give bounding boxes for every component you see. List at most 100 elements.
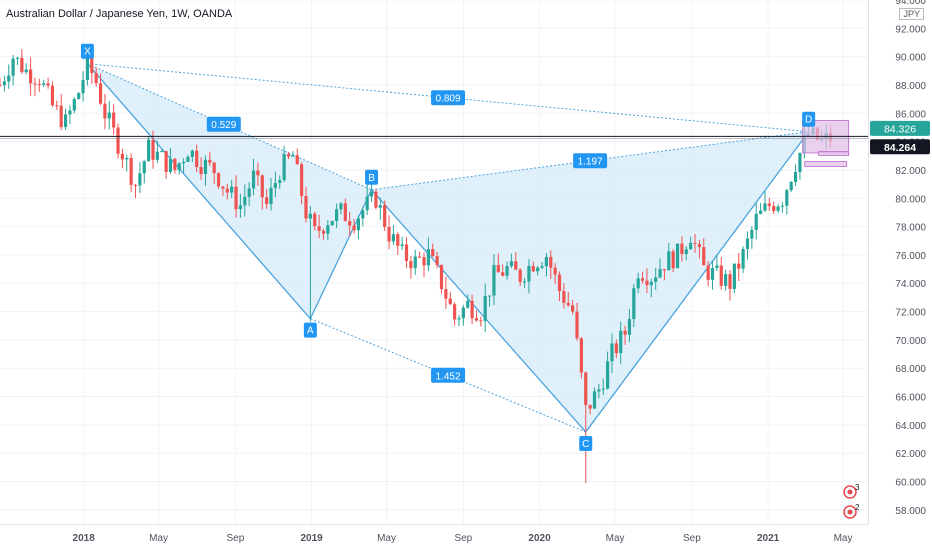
candle-body bbox=[59, 105, 63, 128]
candle-body bbox=[540, 266, 544, 268]
candle-body bbox=[343, 203, 347, 222]
candle-body bbox=[671, 251, 675, 269]
candle-body bbox=[20, 57, 24, 73]
candle-body bbox=[426, 249, 430, 266]
pattern-point-marker bbox=[365, 169, 379, 185]
candle-body bbox=[28, 69, 33, 84]
candle-body bbox=[391, 234, 396, 242]
candle-body bbox=[81, 79, 85, 94]
candle-body bbox=[619, 330, 623, 354]
candle-body bbox=[387, 226, 391, 242]
pattern-point-c: C bbox=[579, 435, 593, 451]
time-tick-label: May bbox=[606, 533, 625, 544]
price-tick-label: 92.000 bbox=[895, 24, 926, 35]
candle-body bbox=[496, 264, 500, 273]
candle-body bbox=[514, 261, 518, 270]
pattern-fill bbox=[87, 63, 372, 319]
candle-body bbox=[282, 154, 286, 181]
candle-body bbox=[77, 93, 81, 99]
candle-body bbox=[627, 319, 632, 335]
candle-body bbox=[269, 187, 273, 205]
candle-body bbox=[741, 249, 745, 269]
price-tick-label: 68.000 bbox=[895, 364, 926, 375]
candle-body bbox=[374, 191, 378, 208]
candle-body bbox=[780, 205, 785, 207]
candle-body bbox=[308, 213, 312, 219]
candle-body bbox=[470, 300, 474, 319]
candle-body bbox=[181, 161, 186, 164]
time-tick-label: Sep bbox=[454, 533, 472, 544]
candle-body bbox=[750, 229, 754, 239]
time-tick-label: 2021 bbox=[757, 533, 780, 544]
time-tick-label: May bbox=[377, 533, 396, 544]
candle-body bbox=[155, 151, 159, 160]
alt-price-bg bbox=[870, 120, 930, 136]
candle-body bbox=[103, 103, 107, 119]
candle-body bbox=[63, 114, 68, 128]
candle-body bbox=[418, 256, 422, 258]
pattern-point-marker bbox=[303, 322, 317, 338]
candle-body bbox=[492, 264, 496, 296]
candle-body bbox=[300, 164, 304, 197]
time-tick-label: Sep bbox=[683, 533, 701, 544]
price-axis-bg bbox=[868, 0, 932, 550]
candle-body bbox=[610, 343, 614, 362]
price-axis: 58.000 60.000 62.000 64.000 66.000 68.000 70.0… bbox=[868, 0, 932, 550]
ratio-label: 0.809 bbox=[431, 90, 466, 106]
candle-body bbox=[649, 281, 653, 286]
candle-body bbox=[225, 188, 229, 193]
candle-body bbox=[439, 265, 444, 290]
candle-body bbox=[710, 267, 715, 280]
candle-body bbox=[566, 302, 570, 306]
candle-body bbox=[273, 183, 277, 188]
candle-body bbox=[466, 300, 470, 308]
candle-body bbox=[645, 280, 649, 286]
pattern-point-label: D bbox=[805, 115, 812, 126]
candle-body bbox=[265, 197, 269, 205]
candle-body bbox=[754, 213, 758, 230]
candle-body bbox=[216, 173, 221, 187]
candle-body bbox=[396, 234, 400, 246]
candle-body bbox=[693, 242, 697, 245]
time-tick-label: May bbox=[149, 533, 168, 544]
price-tick-label: 60.000 bbox=[895, 478, 926, 489]
price-tick-label: 74.000 bbox=[895, 279, 926, 290]
candle-body bbox=[413, 256, 417, 269]
candle-body bbox=[11, 58, 15, 76]
candle-body bbox=[304, 196, 308, 219]
pattern-point-b: B bbox=[365, 169, 379, 185]
candle-body bbox=[675, 243, 680, 269]
candle-body bbox=[431, 249, 435, 257]
price-tick-label: 64.000 bbox=[895, 421, 926, 432]
candle-body bbox=[326, 225, 330, 234]
candle-body bbox=[667, 251, 671, 271]
pattern-ratio-labels: 0.529 0.809 1.197 1.452 bbox=[206, 90, 608, 383]
pattern-fill bbox=[371, 131, 809, 432]
candle-body bbox=[98, 83, 103, 104]
candle-body bbox=[536, 267, 540, 272]
candle-body bbox=[221, 186, 225, 189]
candle-body bbox=[278, 180, 282, 184]
candle-body bbox=[251, 170, 256, 189]
candle-body bbox=[46, 83, 50, 86]
candle-body bbox=[527, 265, 531, 282]
candle-body bbox=[168, 158, 173, 172]
candle-body bbox=[793, 172, 798, 182]
candle-body bbox=[247, 188, 251, 197]
candle-body bbox=[758, 210, 763, 214]
candle-body bbox=[640, 278, 645, 281]
pattern-point-label: A bbox=[307, 326, 314, 337]
candle-body bbox=[461, 307, 465, 319]
candle-body bbox=[208, 159, 212, 163]
candle-body bbox=[68, 110, 72, 115]
time-tick-label: Sep bbox=[227, 533, 245, 544]
pattern-point-label: C bbox=[582, 439, 589, 450]
candle-body bbox=[291, 155, 295, 157]
pattern-point-label: B bbox=[368, 173, 375, 184]
candle-body bbox=[365, 196, 369, 211]
price-unit-label[interactable]: JPY bbox=[899, 8, 924, 20]
candle-body bbox=[422, 257, 426, 266]
prz-box bbox=[818, 151, 850, 156]
time-tick-label: 2019 bbox=[300, 533, 323, 544]
